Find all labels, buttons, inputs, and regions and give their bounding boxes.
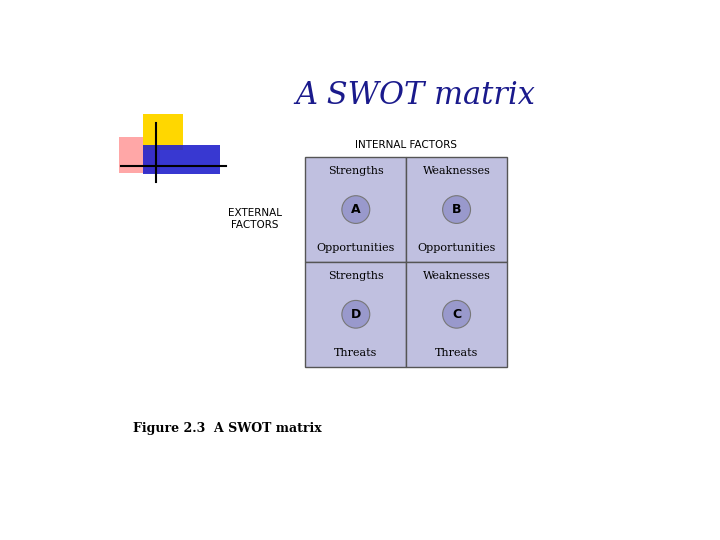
Text: Weaknesses: Weaknesses (423, 271, 490, 281)
Text: C: C (452, 308, 461, 321)
Bar (143, 114, 183, 150)
Text: Threats: Threats (435, 348, 478, 358)
Text: A: A (351, 203, 361, 216)
Text: Weaknesses: Weaknesses (423, 166, 490, 176)
Text: Figure 2.3  A SWOT matrix: Figure 2.3 A SWOT matrix (132, 422, 321, 435)
Bar (406, 262, 507, 367)
Circle shape (342, 195, 370, 224)
Text: A SWOT matrix: A SWOT matrix (295, 80, 536, 111)
Bar (305, 262, 406, 367)
Bar (406, 157, 507, 262)
Text: Strengths: Strengths (328, 271, 384, 281)
Circle shape (443, 300, 471, 328)
Text: D: D (351, 308, 361, 321)
Text: Opportunities: Opportunities (317, 244, 395, 253)
Circle shape (342, 300, 370, 328)
Text: Threats: Threats (334, 348, 377, 358)
Bar (305, 157, 406, 262)
Bar (120, 137, 160, 173)
Circle shape (443, 195, 471, 224)
Text: EXTERNAL
FACTORS: EXTERNAL FACTORS (228, 208, 282, 230)
Text: B: B (452, 203, 462, 216)
Text: Strengths: Strengths (328, 166, 384, 176)
Text: INTERNAL FACTORS: INTERNAL FACTORS (355, 140, 457, 150)
Bar (143, 145, 220, 174)
Text: Opportunities: Opportunities (418, 244, 496, 253)
